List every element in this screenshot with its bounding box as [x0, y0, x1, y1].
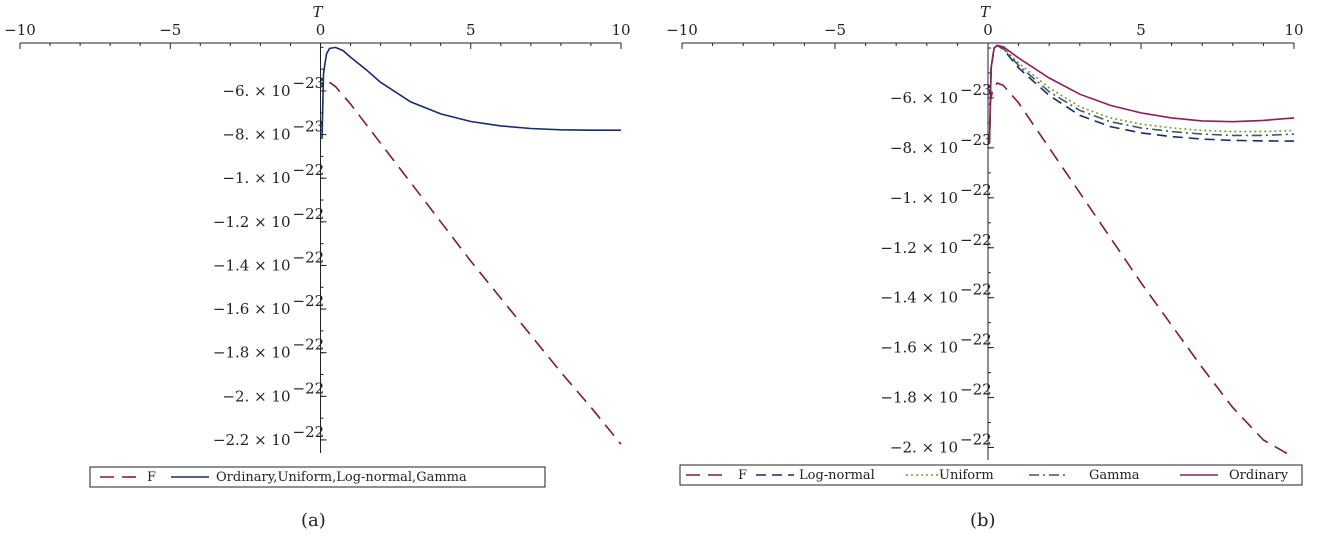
- legend-label: Ordinary,Uniform,Log-normal,Gamma: [216, 470, 467, 485]
- y-tick-label: −6. × 10: [222, 82, 290, 100]
- series-line-ordinary-uniform-log-normal-gamma: [321, 46, 621, 140]
- y-tick-label: −1. × 10: [890, 189, 958, 207]
- y-tick-label: −1.2 × 10: [880, 239, 958, 257]
- y-tick-exponent: −22: [293, 423, 325, 441]
- x-tick-label: 0: [983, 21, 993, 39]
- x-tick-label: −10: [666, 21, 698, 39]
- y-tick-exponent: −22: [293, 161, 325, 179]
- y-tick-exponent: −23: [960, 131, 992, 149]
- y-tick-label: −1.4 × 10: [213, 256, 291, 274]
- y-tick-label: −8. × 10: [222, 126, 290, 144]
- y-tick-exponent: −22: [960, 331, 992, 349]
- series-line-ordinary: [988, 44, 1295, 143]
- y-tick-label: −1.6 × 10: [880, 339, 958, 357]
- y-tick-label: −1.2 × 10: [213, 213, 291, 231]
- legend-label: Gamma: [1089, 468, 1140, 483]
- y-tick-label: −1.6 × 10: [213, 300, 291, 318]
- series-line-f: [329, 81, 622, 445]
- y-tick-label: −8. × 10: [890, 139, 958, 157]
- x-axis-label: T: [313, 3, 324, 21]
- legend-box: [89, 466, 546, 488]
- y-tick-label: −1. × 10: [222, 169, 290, 187]
- chart-b-svg: −10 −5 0 5 10T−6. × 10 −23−8. × 10 −23−1. × 10…: [666, 3, 1304, 486]
- y-tick-exponent: −23: [960, 81, 992, 99]
- chart-panel-b: −10 −5 0 5 10 T −6. × 10 −23 −8. × 10 −23 −1. × 10…: [660, 0, 1317, 542]
- series-line-f: [988, 82, 1295, 459]
- caption-a: (a): [301, 510, 326, 531]
- x-tick-label: −10: [4, 21, 36, 39]
- x-tick-label: 10: [611, 21, 630, 39]
- y-tick-exponent: −22: [960, 181, 992, 199]
- y-tick-exponent: −23: [293, 118, 325, 136]
- y-tick-label: −2. × 10: [222, 387, 290, 405]
- legend-label: Log-normal: [799, 468, 875, 483]
- legend-box: [679, 464, 1303, 486]
- y-tick-label: −2. × 10: [890, 439, 958, 457]
- caption-b: (b): [970, 510, 996, 531]
- y-tick-exponent: −22: [293, 379, 325, 397]
- y-tick-label: −1.8 × 10: [880, 389, 958, 407]
- x-tick-label: −5: [824, 21, 846, 39]
- y-tick-exponent: −22: [960, 281, 992, 299]
- x-tick-label: −5: [159, 21, 181, 39]
- y-tick-exponent: −22: [293, 205, 325, 223]
- y-tick-label: −1.4 × 10: [880, 289, 958, 307]
- y-tick-exponent: −22: [960, 381, 992, 399]
- y-tick-exponent: −22: [293, 336, 325, 354]
- y-tick-exponent: −22: [293, 292, 325, 310]
- y-tick-exponent: −22: [960, 231, 992, 249]
- y-tick-exponent: −23: [293, 74, 325, 92]
- legend-label: F: [738, 468, 747, 483]
- y-tick-label: −1.8 × 10: [213, 344, 291, 362]
- x-axis-label: T: [980, 3, 991, 21]
- x-tick-label: 10: [1284, 21, 1303, 39]
- x-tick-label: 5: [1136, 21, 1146, 39]
- legend-label: Uniform: [939, 468, 994, 483]
- y-tick-label: −2.2 × 10: [213, 431, 291, 449]
- legend-label: F: [147, 470, 156, 485]
- chart-a-svg: −10 −5 0 5 10T−6. × 10 −23−8. × 10 −23−1. × 10…: [4, 3, 631, 488]
- x-tick-label: 0: [316, 21, 326, 39]
- legend-label: Ordinary: [1229, 468, 1289, 483]
- y-tick-label: −6. × 10: [890, 89, 958, 107]
- chart-panel-a: −10 −5 0 5 10 T −6. × 10 −23 −8. × 10 −23 −1. × 10…: [0, 0, 640, 542]
- y-tick-exponent: −22: [293, 248, 325, 266]
- x-tick-label: 5: [466, 21, 476, 39]
- series-line-gamma: [988, 44, 1295, 143]
- y-tick-exponent: −22: [960, 431, 992, 449]
